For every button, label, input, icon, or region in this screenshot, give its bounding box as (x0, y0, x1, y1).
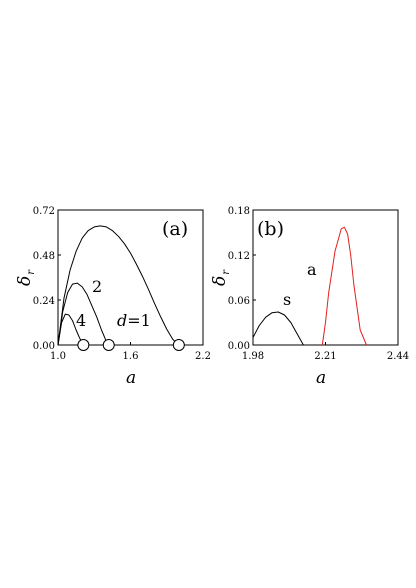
panel-a-endpoint-marker (173, 340, 184, 351)
panel-b-ylabel-sub: r (221, 269, 232, 275)
panel-a-curve-label-1-prefix: d (117, 311, 127, 330)
panel-a-xtick-label: 2.2 (195, 351, 211, 362)
panel-a-xtick-label: 1.0 (50, 351, 66, 362)
panel-a-label: (a) (162, 218, 188, 240)
svg-text:δr: δr (210, 269, 232, 286)
panel-a-ytick-label: 0.48 (33, 251, 55, 262)
panel-a-xtick-label: 1.6 (123, 351, 139, 362)
panel-a-curve-label-1-suffix: =1 (127, 311, 151, 330)
panel-b-series-line-0 (253, 312, 303, 345)
panel-b-ylabel-main: δ (210, 276, 230, 286)
panel-b-series (253, 227, 367, 345)
panel-a-endpoint-marker (78, 340, 89, 351)
panel-b-label: (b) (257, 218, 284, 240)
panel-b-xtick-label: 1.98 (242, 351, 264, 362)
panel-b-xtick-label: 2.44 (387, 351, 409, 362)
panel-a-ytick-label: 0.24 (33, 296, 55, 307)
panel-b-ytick-label: 0.18 (228, 206, 250, 217)
panel-b-ylabel: δr (210, 269, 232, 286)
panel-a-curve-label-1: d=1 (117, 311, 151, 330)
svg-text:δr: δr (15, 269, 37, 286)
panel-a-curve-label-4: 4 (76, 311, 86, 330)
panel-b-xlabel: a (316, 368, 326, 388)
panel-a-ylabel-sub: r (26, 269, 37, 275)
panel-a-curve-label-2: 2 (92, 277, 102, 296)
panel-a-yticks: 0.00 0.24 0.48 0.72 (33, 206, 61, 352)
panel-a-xlabel: a (126, 368, 136, 388)
panel-b-series-line-1 (322, 227, 366, 345)
panel-b: 1.98 2.21 2.44 0.00 0.06 0.12 0.18 (b) a δr s… (210, 206, 409, 388)
panel-b-curve-label-s: s (283, 290, 291, 309)
panel-b-yticks: 0.00 0.06 0.12 0.18 (228, 206, 256, 352)
panel-a: 1.0 1.6 2.2 0.000.240.480.72 (a) a δr 4 2 … (15, 206, 211, 388)
panel-b-curve-label-a: a (307, 260, 317, 279)
panel-b-ytick-label: 0.06 (228, 296, 250, 307)
panel-b-ytick-label: 0.12 (228, 251, 250, 262)
panel-a-ylabel: δr (15, 269, 37, 286)
panel-a-endpoint-marker (103, 340, 114, 351)
panel-b-xtick-label: 2.21 (314, 351, 336, 362)
panel-a-ytick-label: 0.00 (33, 341, 55, 352)
panel-b-ytick-label: 0.00 (228, 341, 250, 352)
panel-a-ytick-label: 0.72 (33, 206, 55, 217)
panel-a-ylabel-main: δ (15, 276, 35, 286)
